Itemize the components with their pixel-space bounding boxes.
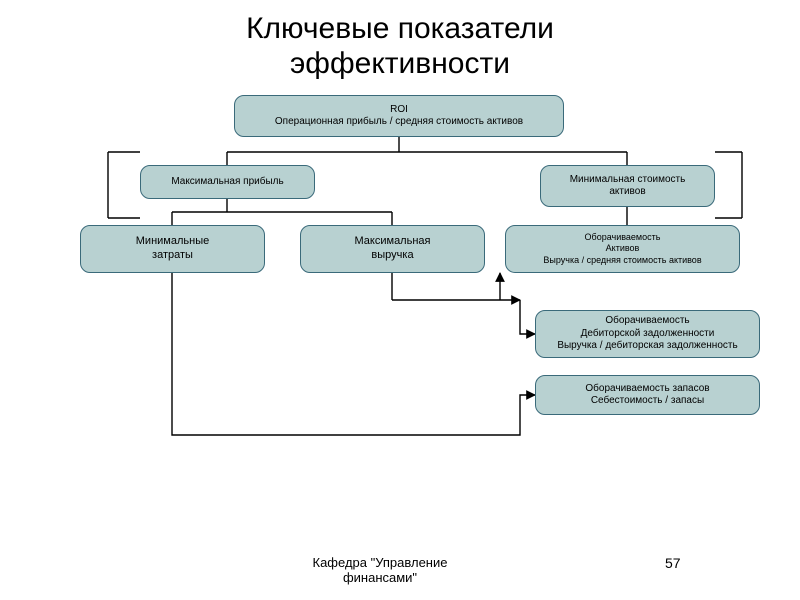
slide-stage: Ключевые показатели эффективности ROI Оп… (0, 0, 800, 600)
slide-number: 57 (665, 555, 681, 571)
node-inventory_turnover: Оборачиваемость запасов Себестоимость / … (535, 375, 760, 415)
node-min_asset_cost: Минимальная стоимость активов (540, 165, 715, 207)
title-line2: эффективности (290, 47, 510, 80)
edge-maxrev-to-ar (520, 300, 535, 334)
slide-title: Ключевые показатели эффективности (0, 12, 800, 81)
edge-mincosts-to-inv (172, 273, 535, 435)
connector-layer (0, 0, 800, 600)
title-line1: Ключевые показатели (246, 12, 554, 45)
node-max_revenue: Максимальная выручка (300, 225, 485, 273)
edge-bracket-asset (715, 152, 742, 218)
node-min_costs: Минимальные затраты (80, 225, 265, 273)
node-roi: ROI Операционная прибыль / средняя стоим… (234, 95, 564, 137)
footer-department: Кафедра "Управление финансами" (280, 555, 480, 585)
edge-bracket-profit (108, 152, 140, 218)
node-asset_turnover: Оборачиваемость Активов Выручка / средня… (505, 225, 740, 273)
node-ar_turnover: Оборачиваемость Дебиторской задолженност… (535, 310, 760, 358)
node-max_profit: Максимальная прибыль (140, 165, 315, 199)
